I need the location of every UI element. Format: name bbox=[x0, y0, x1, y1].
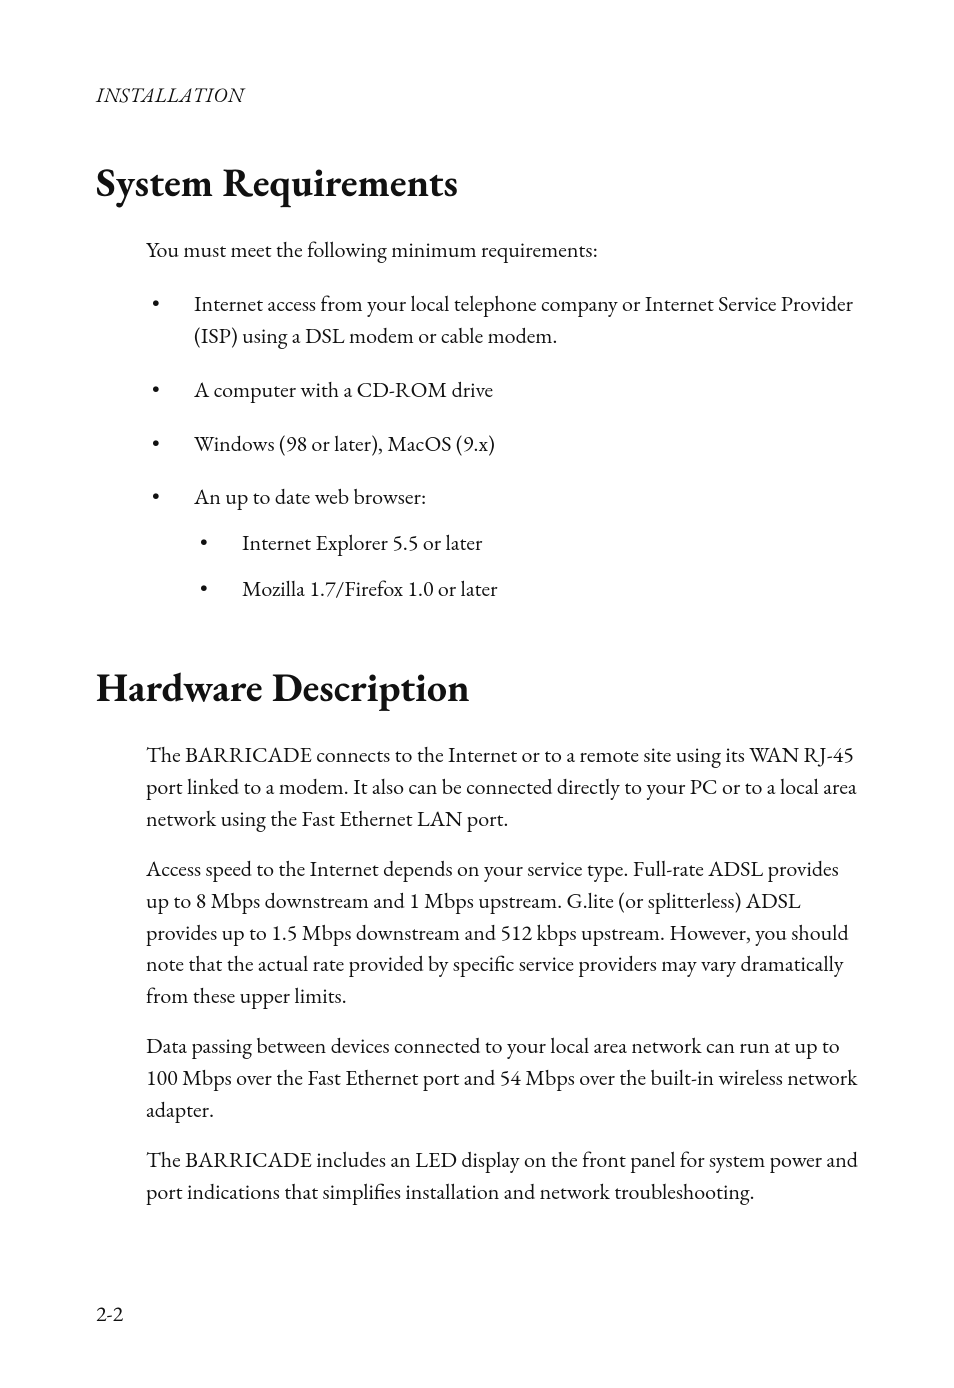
bullet-list-system-requirements: Internet access from your local telephon… bbox=[146, 288, 858, 605]
sub-bullet-list: Internet Explorer 5.5 or later Mozilla 1… bbox=[194, 527, 858, 605]
list-item-text: An up to date web browser: bbox=[194, 482, 426, 511]
list-item: Windows (98 or later), MacOS (9.x) bbox=[146, 428, 858, 460]
running-header: INSTALLATION bbox=[96, 82, 858, 108]
heading-system-requirements: System Requirements bbox=[96, 156, 858, 208]
list-item-text: Internet Explorer 5.5 or later bbox=[242, 528, 482, 557]
list-item: A computer with a CD-ROM drive bbox=[146, 374, 858, 406]
list-item: Internet Explorer 5.5 or later bbox=[194, 527, 858, 559]
paragraph: The BARRICADE includes an LED display on… bbox=[146, 1144, 858, 1208]
list-item-text: Windows (98 or later), MacOS (9.x) bbox=[194, 429, 495, 458]
list-item-text: Mozilla 1.7/Firefox 1.0 or later bbox=[242, 574, 497, 603]
page-number: 2-2 bbox=[96, 1299, 123, 1328]
intro-system-requirements: You must meet the following minimum requ… bbox=[146, 234, 858, 266]
paragraph: Access speed to the Internet depends on … bbox=[146, 853, 858, 1012]
list-item: Internet access from your local telephon… bbox=[146, 288, 858, 352]
list-item: Mozilla 1.7/Firefox 1.0 or later bbox=[194, 573, 858, 605]
paragraph: Data passing between devices connected t… bbox=[146, 1030, 858, 1126]
paragraph: The BARRICADE connects to the Internet o… bbox=[146, 739, 858, 835]
list-item-text: Internet access from your local telephon… bbox=[194, 289, 853, 350]
heading-hardware-description: Hardware Description bbox=[96, 661, 858, 713]
list-item-text: A computer with a CD-ROM drive bbox=[194, 375, 493, 404]
list-item: An up to date web browser: Internet Expl… bbox=[146, 481, 858, 605]
